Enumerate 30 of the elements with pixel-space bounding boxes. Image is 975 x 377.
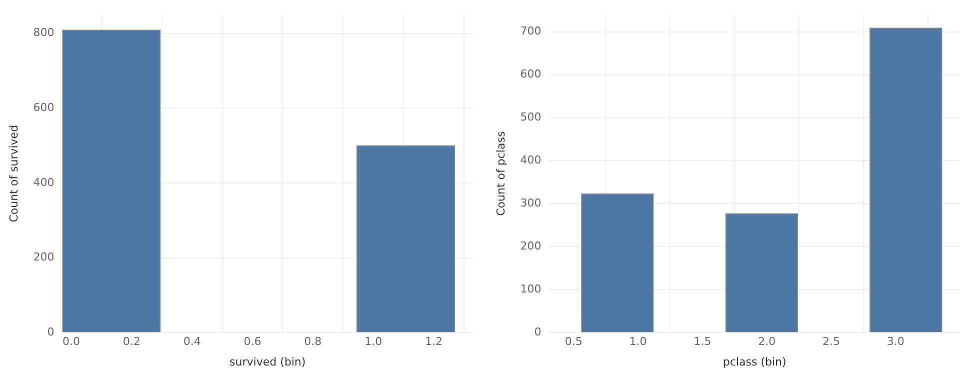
- y-tick-label: 300: [520, 196, 542, 210]
- x-tick-label: 3.0: [886, 335, 904, 348]
- x-axis-title: pclass (bin): [722, 355, 786, 368]
- y-tick-label: 400: [33, 176, 54, 189]
- x-tick-label: 0.6: [244, 335, 262, 348]
- y-tick-label: 0: [47, 325, 54, 338]
- y-tick-label: 700: [520, 24, 542, 38]
- x-tick-label: 1.2: [424, 335, 442, 348]
- x-tick-label: 0.5: [564, 335, 582, 348]
- x-axis-title: survived (bin): [230, 355, 306, 368]
- y-tick-label: 200: [33, 250, 54, 264]
- y-tick-label: 400: [520, 154, 542, 167]
- x-tick-label: 0.8: [304, 335, 322, 348]
- x-tick-label: 1.5: [694, 335, 712, 348]
- y-tick-label: 200: [520, 240, 542, 253]
- x-tick-label: 1.0: [364, 335, 382, 348]
- x-tick-label: 1.0: [629, 335, 647, 348]
- x-tick-label: 2.0: [758, 335, 776, 348]
- y-tick-label: 0: [534, 325, 542, 338]
- y-tick-label: 600: [520, 68, 542, 81]
- y-tick-label: 800: [33, 26, 54, 40]
- y-axis-title: Count of survived: [7, 124, 20, 222]
- x-tick-label: 0.2: [122, 335, 140, 348]
- x-tick-label: 0.0: [62, 335, 80, 348]
- x-tick-label: 2.5: [822, 335, 840, 348]
- y-axis-title: Count of pclass: [494, 131, 508, 216]
- y-tick-label: 600: [33, 100, 54, 114]
- y-tick-label: 100: [520, 282, 542, 296]
- x-tick-label: 0.4: [183, 335, 201, 348]
- y-tick-label: 500: [520, 110, 542, 124]
